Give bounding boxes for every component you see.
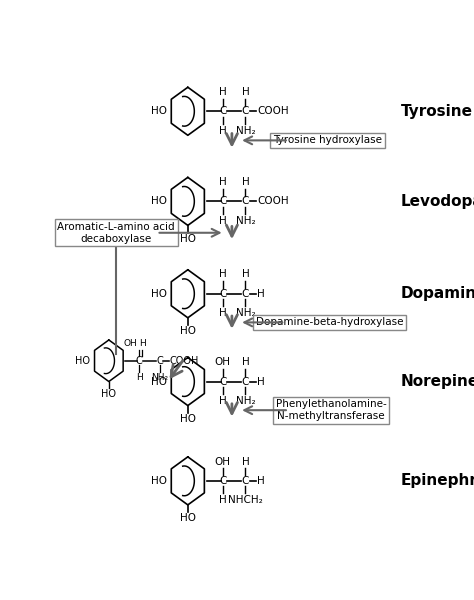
Text: HO: HO (75, 356, 91, 366)
Text: NH₂: NH₂ (236, 215, 255, 226)
Text: Aromatic-L-amino acid
decaboxylase: Aromatic-L-amino acid decaboxylase (57, 222, 175, 244)
Text: H: H (257, 289, 265, 299)
Text: C: C (219, 196, 227, 206)
Text: H: H (219, 87, 227, 97)
Text: NHCH₂: NHCH₂ (228, 495, 263, 505)
Text: Tyrosine: Tyrosine (401, 104, 473, 119)
Text: C: C (136, 356, 143, 366)
Text: C: C (219, 476, 227, 486)
Text: COOH: COOH (257, 106, 289, 116)
Text: H: H (139, 339, 146, 348)
Text: H: H (219, 495, 227, 505)
Text: NH₂: NH₂ (236, 308, 255, 318)
Text: C: C (156, 356, 163, 366)
Text: C: C (242, 106, 249, 116)
Text: H: H (219, 125, 227, 136)
Text: Levodopa: Levodopa (401, 194, 474, 209)
Text: HO: HO (151, 377, 167, 386)
Text: Tyrosine hydroxylase: Tyrosine hydroxylase (273, 136, 382, 145)
Text: H: H (219, 177, 227, 187)
Text: HO: HO (151, 106, 167, 116)
Text: HO: HO (151, 476, 167, 486)
Text: OH: OH (215, 357, 231, 367)
Text: Dopamine: Dopamine (401, 286, 474, 301)
Text: OH: OH (215, 457, 231, 467)
Text: COOH: COOH (170, 356, 199, 366)
Text: C: C (219, 289, 227, 299)
Text: Phenylethanolamine-
N-methyltransferase: Phenylethanolamine- N-methyltransferase (276, 400, 386, 421)
Text: C: C (242, 476, 249, 486)
Text: H: H (257, 476, 265, 486)
Text: NH₂: NH₂ (151, 373, 168, 382)
Text: HO: HO (151, 289, 167, 299)
Text: H: H (136, 373, 143, 382)
Text: HO: HO (180, 414, 196, 424)
Text: NH₂: NH₂ (236, 125, 255, 136)
Text: HO: HO (151, 196, 167, 206)
Text: H: H (242, 177, 249, 187)
Text: H: H (242, 87, 249, 97)
Text: H: H (242, 357, 249, 367)
Text: HO: HO (180, 326, 196, 336)
Text: H: H (257, 377, 265, 386)
Text: H: H (219, 269, 227, 280)
Text: C: C (242, 196, 249, 206)
Text: C: C (242, 289, 249, 299)
Text: HO: HO (180, 513, 196, 523)
Text: Epinephrine: Epinephrine (401, 473, 474, 488)
Text: NH₂: NH₂ (236, 396, 255, 406)
Text: HO: HO (101, 389, 116, 399)
Text: H: H (219, 215, 227, 226)
Text: H: H (219, 308, 227, 318)
Text: COOH: COOH (257, 196, 289, 206)
Text: Norepinephrine: Norepinephrine (401, 374, 474, 389)
Text: Dopamine-beta-hydroxylase: Dopamine-beta-hydroxylase (255, 317, 403, 328)
Text: C: C (219, 106, 227, 116)
Text: C: C (242, 377, 249, 386)
Text: C: C (219, 377, 227, 386)
Text: HO: HO (180, 234, 196, 244)
Text: H: H (242, 457, 249, 467)
Text: H: H (219, 396, 227, 406)
Text: H: H (242, 269, 249, 280)
Text: OH: OH (124, 339, 137, 348)
